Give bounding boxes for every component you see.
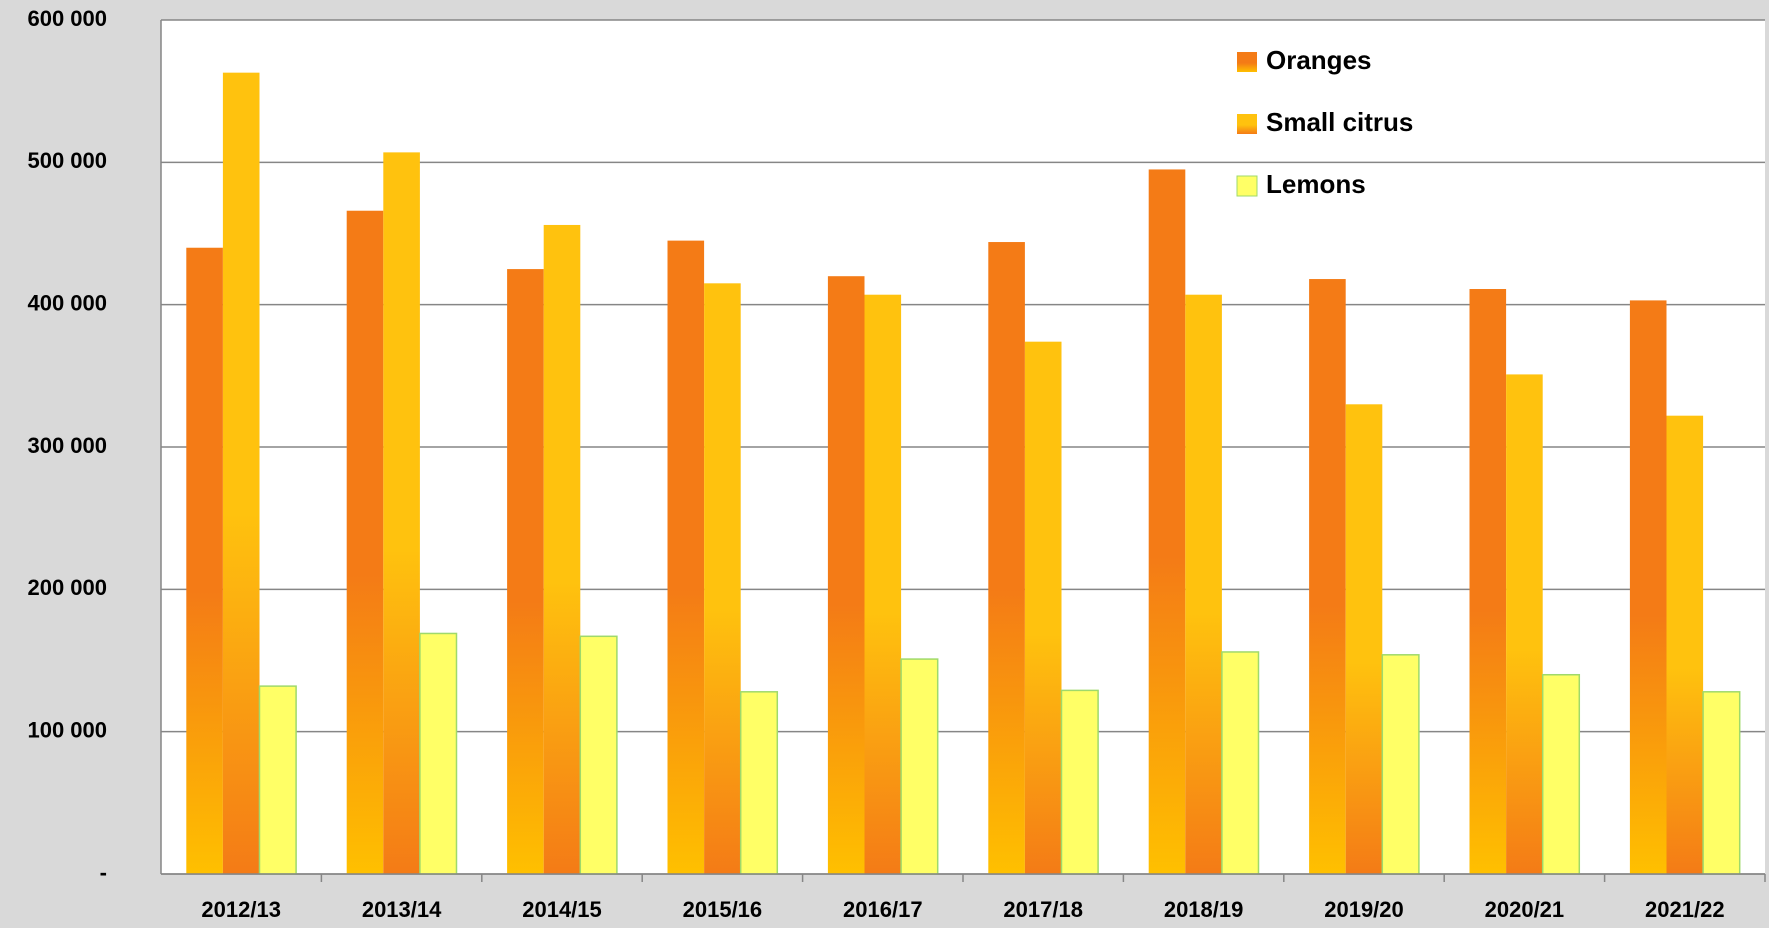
y-tick-label: 400 000 xyxy=(27,290,107,315)
y-tick-label: - xyxy=(100,860,107,885)
x-tick-label: 2016/17 xyxy=(843,897,923,922)
bar xyxy=(827,276,865,874)
bar xyxy=(1541,673,1581,875)
bar xyxy=(186,247,223,874)
bar xyxy=(383,152,420,874)
bar xyxy=(739,691,779,875)
bar xyxy=(1629,300,1667,874)
legend-label: Oranges xyxy=(1266,45,1372,75)
x-tick-label: 2014/15 xyxy=(522,897,602,922)
bar xyxy=(222,72,260,874)
legend-label: Small citrus xyxy=(1266,107,1413,137)
bar xyxy=(1221,651,1260,875)
bar xyxy=(1506,374,1543,874)
bar xyxy=(1185,294,1222,874)
bar xyxy=(1666,415,1704,874)
bar xyxy=(346,210,384,874)
bar xyxy=(419,632,458,875)
y-tick-label: 200 000 xyxy=(27,575,107,600)
bar xyxy=(1345,404,1383,874)
bar xyxy=(1702,691,1741,875)
x-tick-label: 2021/22 xyxy=(1645,897,1725,922)
bar xyxy=(900,658,939,875)
x-tick-label: 2017/18 xyxy=(1003,897,1083,922)
bar xyxy=(988,242,1025,875)
legend-swatch xyxy=(1237,114,1257,134)
y-tick-label: 600 000 xyxy=(27,6,107,31)
bar xyxy=(667,240,705,874)
bar xyxy=(1024,341,1062,874)
bar xyxy=(1309,279,1346,875)
bar xyxy=(543,224,581,874)
bar xyxy=(1469,289,1507,874)
bar xyxy=(507,269,544,874)
y-tick-label: 300 000 xyxy=(27,433,107,458)
y-tick-label: 500 000 xyxy=(27,148,107,173)
x-tick-label: 2018/19 xyxy=(1164,897,1244,922)
x-tick-label: 2012/13 xyxy=(201,897,281,922)
bar xyxy=(864,294,902,874)
bar xyxy=(258,685,297,875)
x-tick-label: 2020/21 xyxy=(1485,897,1565,922)
legend-swatch xyxy=(1237,52,1257,72)
bar xyxy=(1060,689,1099,875)
bar xyxy=(579,635,618,875)
y-tick-label: 100 000 xyxy=(27,717,107,742)
legend-label: Lemons xyxy=(1266,169,1366,199)
x-tick-label: 2019/20 xyxy=(1324,897,1404,922)
bar xyxy=(704,283,741,875)
bar xyxy=(1148,169,1186,874)
legend-swatch xyxy=(1236,175,1258,197)
bar xyxy=(1381,654,1420,875)
x-tick-label: 2013/14 xyxy=(362,897,442,922)
x-tick-label: 2015/16 xyxy=(683,897,763,922)
